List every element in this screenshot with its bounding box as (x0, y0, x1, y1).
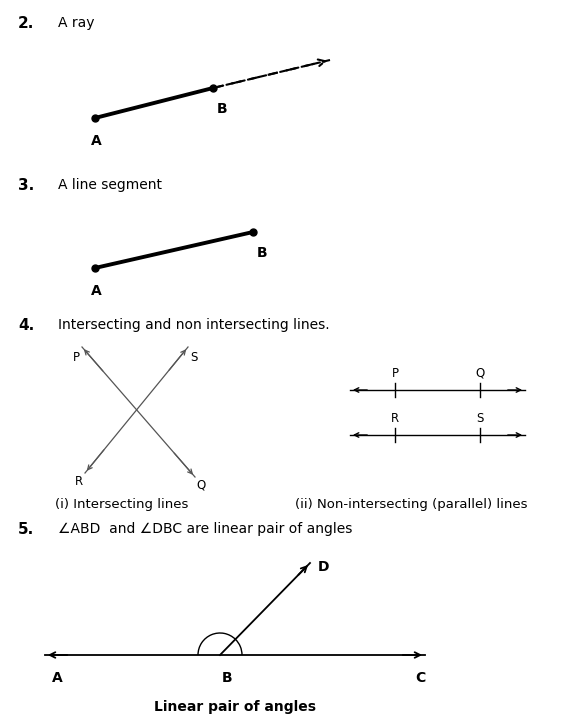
Text: A line segment: A line segment (58, 178, 162, 192)
Text: R: R (391, 412, 399, 425)
Text: C: C (415, 671, 425, 685)
Text: A ray: A ray (58, 16, 95, 30)
Text: Linear pair of angles: Linear pair of angles (154, 700, 316, 714)
Text: A: A (91, 284, 102, 298)
Text: S: S (190, 351, 197, 364)
Text: B: B (222, 671, 233, 685)
Text: 2.: 2. (18, 16, 34, 31)
Text: (i) Intersecting lines: (i) Intersecting lines (55, 498, 188, 511)
Text: B: B (257, 246, 267, 260)
Text: Q: Q (476, 367, 485, 380)
Text: D: D (318, 560, 329, 574)
Text: (ii) Non-intersecting (parallel) lines: (ii) Non-intersecting (parallel) lines (295, 498, 527, 511)
Text: ∠ABD  and ∠DBC are linear pair of angles: ∠ABD and ∠DBC are linear pair of angles (58, 522, 353, 536)
Text: R: R (75, 475, 83, 488)
Text: A: A (91, 134, 102, 148)
Text: S: S (476, 412, 484, 425)
Text: 4.: 4. (18, 318, 34, 333)
Text: 5.: 5. (18, 522, 34, 537)
Text: P: P (73, 351, 80, 364)
Text: P: P (392, 367, 398, 380)
Text: Intersecting and non intersecting lines.: Intersecting and non intersecting lines. (58, 318, 329, 332)
Text: 3.: 3. (18, 178, 34, 193)
Text: Q: Q (196, 479, 205, 492)
Text: B: B (217, 102, 227, 116)
Text: A: A (52, 671, 63, 685)
